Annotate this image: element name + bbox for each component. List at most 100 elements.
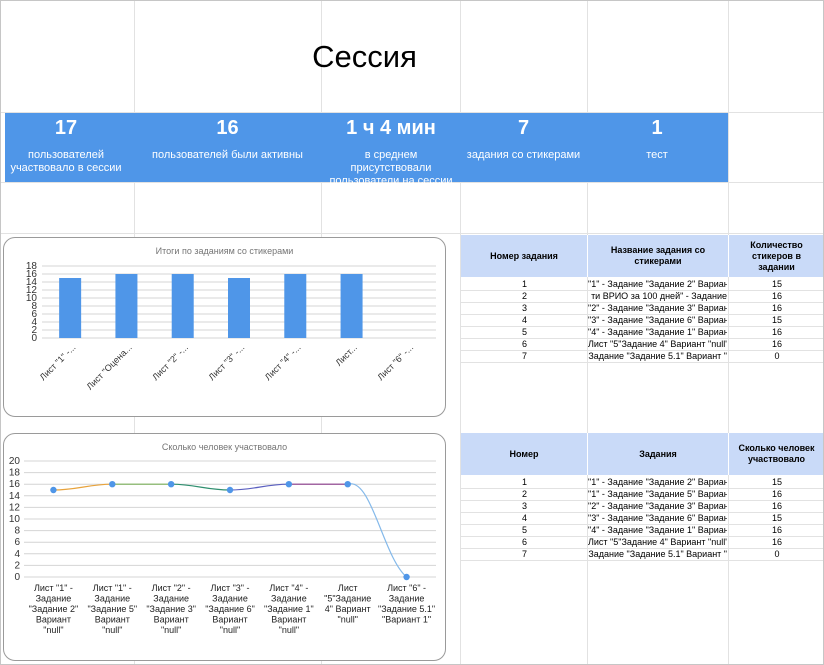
chart-title: Итоги по заданиям со стикерами xyxy=(155,246,294,256)
participants-chart[interactable]: Сколько человек участвовало 0 2 4 6 8 10 12 14 1… xyxy=(3,433,446,661)
table-cell-number[interactable]: 2 xyxy=(521,291,527,301)
table-cell-name[interactable]: "1" - Задание "Задание 2" Вариант xyxy=(588,477,727,487)
table-cell-count[interactable]: 15 xyxy=(771,279,782,289)
x-tick-label: 4" Вариант xyxy=(325,604,371,614)
table-cell-count[interactable]: 15 xyxy=(771,477,782,487)
table-cell-count[interactable]: 16 xyxy=(771,303,782,313)
grid-row-line xyxy=(1,233,823,234)
data-point xyxy=(403,573,410,581)
table-cell-name[interactable]: "4" - Задание "Задание 1" Вариант xyxy=(588,327,727,337)
table-cell-count[interactable]: 16 xyxy=(771,291,782,301)
table-cell-name[interactable]: "1" - Задание "Задание 2" Вариант xyxy=(588,279,727,289)
table-cell-number[interactable]: 4 xyxy=(521,315,527,325)
stat-average-time[interactable]: 1 ч 4 мин в среднем присутствовали польз… xyxy=(323,113,459,187)
x-tick-label: "null" xyxy=(161,625,181,635)
table-cell-count[interactable]: 16 xyxy=(771,489,782,499)
series-line-segment xyxy=(347,483,407,578)
grid-column-line xyxy=(728,1,729,664)
stat-tests[interactable]: 1 тест xyxy=(589,113,725,182)
table-cell-number[interactable]: 5 xyxy=(521,327,527,337)
stat-active-users[interactable]: 16 пользователей были активны xyxy=(145,113,310,182)
table-cell-number[interactable]: 3 xyxy=(521,501,527,511)
table-cell-number[interactable]: 3 xyxy=(521,303,527,313)
table-cell-number[interactable]: 7 xyxy=(521,549,527,559)
x-tick-label: Лист "3" -... xyxy=(206,342,246,382)
sticker-tasks-chart[interactable]: Итоги по заданиям со стикерами 0 2 4 6 8 10 12… xyxy=(3,237,446,417)
table-cell-number[interactable]: 2 xyxy=(521,489,527,499)
y-tick-label: 20 xyxy=(9,456,21,467)
table-cell-name[interactable]: Лист "5"Задание 4" Вариант "null" xyxy=(588,537,727,547)
table-cell-number[interactable]: 5 xyxy=(521,525,527,535)
x-tick-label: Лист... xyxy=(333,342,359,368)
x-tick-label: Задание xyxy=(153,594,189,604)
table-cell-number[interactable]: 6 xyxy=(521,537,527,547)
table-cell-name[interactable]: "1" - Задание "Задание 5" Вариант xyxy=(588,489,727,499)
table-cell-count[interactable]: 0 xyxy=(774,351,780,361)
x-tick-label: Задание xyxy=(36,594,72,604)
stat-sticker-tasks[interactable]: 7 задания со стикерами xyxy=(461,113,586,182)
table-cell-count[interactable]: 15 xyxy=(771,315,782,325)
y-tick-label: 18 xyxy=(9,468,21,479)
x-tick-label: "Задание 2" xyxy=(29,604,79,614)
table-cell-name[interactable]: "3" - Задание "Задание 6" Вариант xyxy=(588,513,727,523)
y-tick-label: 4 xyxy=(31,317,37,328)
table-cell-name[interactable]: Лист "5"Задание 4" Вариант "null" xyxy=(588,339,727,349)
x-tick-label: "Задание 3" xyxy=(146,604,196,614)
y-tick-label: 12 xyxy=(9,502,21,513)
table-cell-number[interactable]: 6 xyxy=(521,339,527,349)
table-cell-count[interactable]: 16 xyxy=(771,525,782,535)
y-tick-label: 14 xyxy=(9,491,21,502)
table-cell-number[interactable]: 1 xyxy=(521,279,527,289)
table-cell-count[interactable]: 16 xyxy=(771,537,782,547)
column-header-participants[interactable]: Сколько человек участвовало xyxy=(729,433,823,475)
table-cell-number[interactable]: 7 xyxy=(521,351,527,361)
x-tick-label: Задание xyxy=(94,594,130,604)
column-header-task-number[interactable]: Номер задания xyxy=(461,235,588,277)
table-cell-count[interactable]: 16 xyxy=(771,501,782,511)
table-cell-number[interactable]: 1 xyxy=(521,477,527,487)
data-point xyxy=(109,481,116,488)
stat-label: задания со стикерами xyxy=(466,149,581,161)
table-cell-count[interactable]: 0 xyxy=(774,549,780,559)
column-header-sticker-count[interactable]: Количество стикеров в задании xyxy=(729,235,823,277)
series-line-segment xyxy=(53,483,113,491)
y-tick-label: 2 xyxy=(14,560,20,571)
page-title: Сессия xyxy=(312,39,417,74)
stat-label: тест xyxy=(646,149,668,161)
grid-row-line xyxy=(1,112,823,113)
data-point xyxy=(344,481,351,488)
table-cell-count[interactable]: 15 xyxy=(771,513,782,523)
table-cell-name[interactable]: ти ВРИО за 100 дней" - Задание xyxy=(591,291,727,301)
x-tick-label: Лист "1" -... xyxy=(38,342,78,382)
table-cell-name[interactable]: Задание "Задание 5.1" Вариант " xyxy=(588,351,727,361)
x-tick-label: Лист "6" -... xyxy=(375,342,415,382)
table-cell-name[interactable]: "3" - Задание "Задание 6" Вариант xyxy=(588,315,727,325)
table-cell-count[interactable]: 16 xyxy=(771,339,782,349)
table-cell-number[interactable]: 4 xyxy=(521,513,527,523)
series-line-segment xyxy=(229,483,289,491)
bar xyxy=(171,274,194,338)
y-tick-label: 10 xyxy=(9,514,21,525)
table-cell-name[interactable]: "2" - Задание "Задание 3" Вариант xyxy=(588,303,727,313)
y-tick-label: 4 xyxy=(14,549,20,560)
table-row-divider xyxy=(461,512,823,513)
grid-column-line xyxy=(460,1,461,664)
x-tick-label: Вариант xyxy=(271,615,306,625)
stat-value: 7 xyxy=(517,117,530,139)
table-cell-count[interactable]: 16 xyxy=(771,327,782,337)
column-header-number[interactable]: Номер xyxy=(461,433,588,475)
table-cell-name[interactable]: Задание "Задание 5.1" Вариант " xyxy=(588,549,727,559)
stat-participants[interactable]: 17 пользователей участвовало в сессии xyxy=(5,113,127,182)
x-tick-label: Задание xyxy=(271,594,307,604)
table-cell-name[interactable]: "4" - Задание "Задание 1" Вариант xyxy=(588,525,727,535)
stat-value: 16 xyxy=(216,117,239,139)
table-cell-name[interactable]: "2" - Задание "Задание 3" Вариант xyxy=(588,501,727,511)
x-tick-label: Лист "2" -... xyxy=(150,342,190,382)
column-header-tasks[interactable]: Задания xyxy=(588,433,729,475)
column-header-task-name[interactable]: Название задания со стикерами xyxy=(588,235,729,277)
y-tick-label: 6 xyxy=(14,537,20,548)
x-tick-label: Лист "4" - xyxy=(269,583,308,593)
y-tick-label: 14 xyxy=(26,277,38,288)
